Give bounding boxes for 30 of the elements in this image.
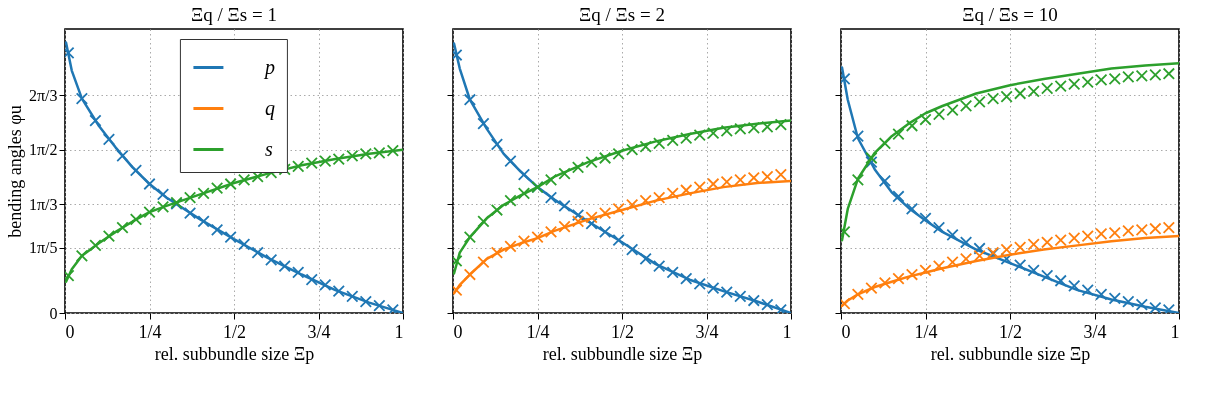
chart-title: Ξq / Ξs = 1 xyxy=(191,4,277,25)
x-axis-title: rel. subbundle size Ξp xyxy=(542,343,703,364)
x-tick-label: 1/4 xyxy=(914,321,938,342)
y-tick-label: 1π/5 xyxy=(28,239,58,257)
x-tick-label: 1/4 xyxy=(526,321,550,342)
x-tick-label: 3/4 xyxy=(695,321,719,342)
y-tick-label: 2π/3 xyxy=(28,86,58,104)
x-tick-label: 3/4 xyxy=(307,321,331,342)
y-axis-title: bending angles φu xyxy=(4,105,25,238)
legend-label: p xyxy=(262,55,275,79)
chart-title: Ξq / Ξs = 2 xyxy=(579,4,665,25)
x-tick-label: 0 xyxy=(841,321,851,342)
x-tick-label: 0 xyxy=(65,321,75,342)
x-tick-label: 1/4 xyxy=(138,321,162,342)
y-tick-label: 0 xyxy=(49,304,58,322)
legend-label: q xyxy=(264,96,275,120)
chart-title: Ξq / Ξs = 10 xyxy=(962,4,1058,25)
x-axis-title: rel. subbundle size Ξp xyxy=(154,343,315,364)
x-tick-label: 1 xyxy=(394,321,404,342)
x-tick-label: 3/4 xyxy=(1083,321,1107,342)
y-tick-label: 1π/3 xyxy=(28,195,58,213)
x-tick-label: 1 xyxy=(782,321,792,342)
x-tick-label: 0 xyxy=(453,321,463,342)
y-tick-label: 1π/2 xyxy=(28,141,58,159)
x-tick-label: 1/2 xyxy=(610,321,635,342)
x-axis-title: rel. subbundle size Ξp xyxy=(930,343,1091,364)
x-tick-label: 1 xyxy=(1170,321,1180,342)
x-tick-label: 1/2 xyxy=(998,321,1023,342)
x-tick-label: 1/2 xyxy=(222,321,247,342)
legend-label: s xyxy=(264,137,273,160)
